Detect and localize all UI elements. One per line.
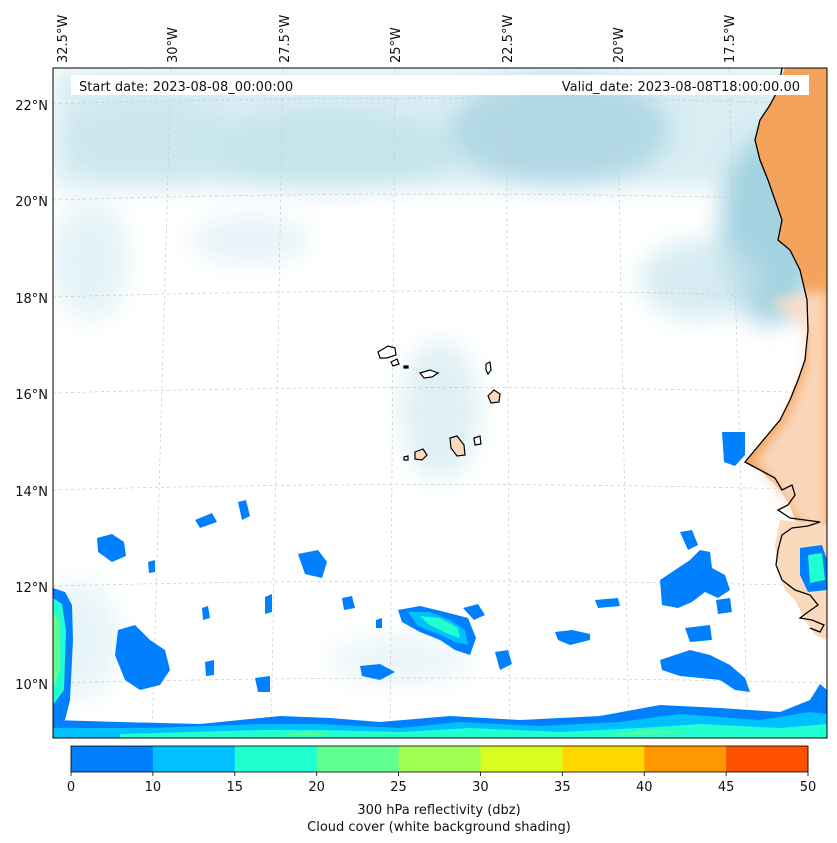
reflectivity-cell (265, 594, 272, 614)
longitude-labels: 32.5°W 30°W 27.5°W 25°W 22.5°W 20°W 17.5… (56, 15, 738, 63)
africa-coast (743, 68, 827, 640)
colorbar: 0 10 15 20 25 30 35 40 45 50 300 hPa reflectivity… (67, 745, 816, 835)
africa-coastline (743, 68, 825, 633)
lat-label: 22°N (15, 99, 48, 114)
reflectivity-cell (238, 500, 250, 520)
lon-label: 17.5°W (723, 15, 738, 63)
island-maio (473, 435, 482, 446)
reflectivity-cell (722, 432, 745, 466)
colorbar-segment (398, 746, 481, 772)
start-date-label: Start date: 2023-08-08_00:00:00 (79, 80, 293, 95)
lon-label: 22.5°W (501, 15, 516, 63)
island-brava (403, 455, 409, 461)
lat-label: 16°N (15, 388, 48, 403)
colorbar-tick-label: 20 (308, 780, 325, 795)
lat-label: 18°N (15, 292, 48, 307)
reflectivity-cell (808, 553, 825, 583)
colorbar-segment (480, 746, 563, 772)
colorbar-segment (562, 746, 645, 772)
lon-label: 20°W (612, 27, 627, 63)
cloud-patch (450, 75, 670, 185)
map-frame (52, 67, 828, 739)
island-sao-nicolau (418, 369, 440, 379)
reflectivity-cell (420, 616, 460, 638)
island-santa-luzia (403, 365, 409, 369)
colorbar-tick-label: 35 (554, 780, 571, 795)
colorbar-tick-label: 10 (145, 780, 162, 795)
reflectivity-cells (53, 432, 827, 738)
graticule (53, 68, 827, 738)
reflectivity-cell (685, 625, 712, 642)
colorbar-tick-label: 25 (390, 780, 407, 795)
colorbar-segment (234, 746, 318, 772)
reflectivity-cell (660, 550, 730, 608)
colorbar-tick-label: 50 (800, 780, 817, 795)
island-santiago (449, 435, 466, 457)
reflectivity-cell (660, 650, 750, 692)
cloud-patch (640, 240, 760, 320)
cloud-patch (190, 215, 310, 265)
info-banner (71, 75, 809, 95)
island-sal (485, 361, 492, 376)
reflectivity-cell (716, 598, 732, 614)
lat-label: 12°N (15, 581, 48, 596)
reflectivity-cell (463, 604, 485, 620)
reflectivity-cell (495, 650, 512, 670)
reflectivity-cell (298, 550, 327, 578)
map-panel (53, 68, 827, 738)
colorbar-segment (152, 746, 236, 772)
island-fogo (414, 448, 428, 461)
reflectivity-cell (53, 612, 60, 690)
lon-label: 25°W (389, 27, 404, 63)
reflectivity-cell (205, 660, 270, 692)
reflectivity-cell (97, 534, 126, 562)
colorbar-tick-label: 30 (472, 780, 489, 795)
colorbar-ticks: 0 10 15 20 25 30 35 40 45 50 (67, 772, 816, 795)
colorbar-tick-label: 40 (636, 780, 653, 795)
cloud-patch (200, 110, 460, 190)
island-santo-antao (377, 345, 397, 359)
colorbar-tick-label: 0 (67, 780, 75, 795)
lat-label: 14°N (15, 485, 48, 500)
colorbar-segments (71, 746, 809, 772)
cloud-patch (60, 95, 240, 185)
colorbar-tick-label: 15 (227, 780, 244, 795)
reflectivity-cell (555, 630, 590, 645)
lon-label: 27.5°W (278, 15, 293, 63)
colorbar-label: 300 hPa reflectivity (dbz) (357, 803, 520, 818)
lon-label: 32.5°W (56, 15, 71, 63)
cloud-patch (400, 340, 480, 480)
colorbar-segment (316, 746, 400, 772)
colorbar-frame (70, 745, 809, 773)
cloud-patch (53, 200, 130, 320)
colorbar-segment (71, 746, 154, 772)
colorbar-segment (726, 746, 809, 772)
colorbar-segment (644, 746, 727, 772)
reflectivity-cell (280, 730, 690, 735)
lon-label: 30°W (166, 27, 181, 63)
lat-label: 20°N (15, 195, 48, 210)
reflectivity-cell (115, 625, 170, 690)
valid-date-label: Valid_date: 2023-08-08T18:00:00.00 (562, 80, 800, 95)
colorbar-tick-label: 45 (718, 780, 735, 795)
reflectivity-cell (680, 530, 698, 550)
colorbar-sublabel: Cloud cover (white background shading) (307, 820, 571, 835)
reflectivity-cell (595, 598, 620, 608)
island-boa-vista (487, 389, 501, 404)
cape-verde-islands (377, 345, 501, 461)
reflectivity-cell (342, 596, 355, 610)
lat-label: 10°N (15, 678, 48, 693)
reflectivity-cell (360, 664, 395, 680)
latitude-labels: 22°N 20°N 18°N 16°N 14°N 12°N 10°N (15, 99, 48, 693)
island-sao-vicente (390, 358, 400, 367)
reflectivity-cell (195, 513, 217, 528)
reflectivity-cell (148, 560, 382, 628)
